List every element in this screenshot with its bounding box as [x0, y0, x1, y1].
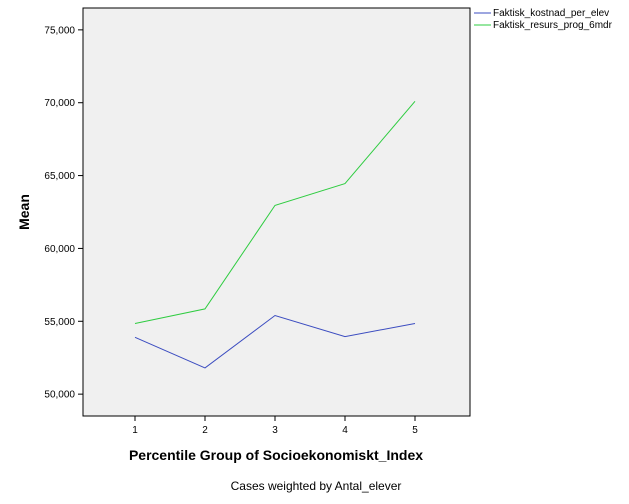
y-axis-title: Mean: [16, 194, 32, 230]
y-tick-label: 75,000: [44, 25, 75, 36]
series-line-2: [134, 100, 416, 324]
x-tick-label: 2: [202, 425, 208, 436]
y-tick-label: 50,000: [44, 390, 75, 401]
series-layer: [134, 100, 416, 369]
y-axis: 50,000 55,000 60,000 65,000 70,000 75,000: [44, 25, 83, 401]
plot-area: [82, 7, 471, 417]
y-tick-label: 60,000: [44, 244, 75, 255]
y-tick-label: 70,000: [44, 98, 75, 109]
x-axis-title: Percentile Group of Socioekonomiskt_Inde…: [129, 447, 423, 463]
series-line-1: [134, 314, 416, 369]
legend-label-2: Faktisk_resurs_prog_6mdr: [493, 20, 613, 31]
x-axis: 1 2 3 4 5: [132, 416, 418, 436]
x-tick-label: 4: [342, 425, 348, 436]
y-tick-label: 55,000: [44, 317, 75, 328]
weighting-footnote: Cases weighted by Antal_elever: [231, 479, 402, 493]
x-tick-label: 5: [412, 425, 418, 436]
x-tick-label: 1: [132, 425, 138, 436]
legend-label-1: Faktisk_kostnad_per_elev: [493, 8, 609, 19]
legend: Faktisk_kostnad_per_elevFaktisk_resurs_p…: [474, 8, 613, 31]
x-tick-label: 3: [272, 425, 278, 436]
y-tick-label: 65,000: [44, 171, 75, 182]
